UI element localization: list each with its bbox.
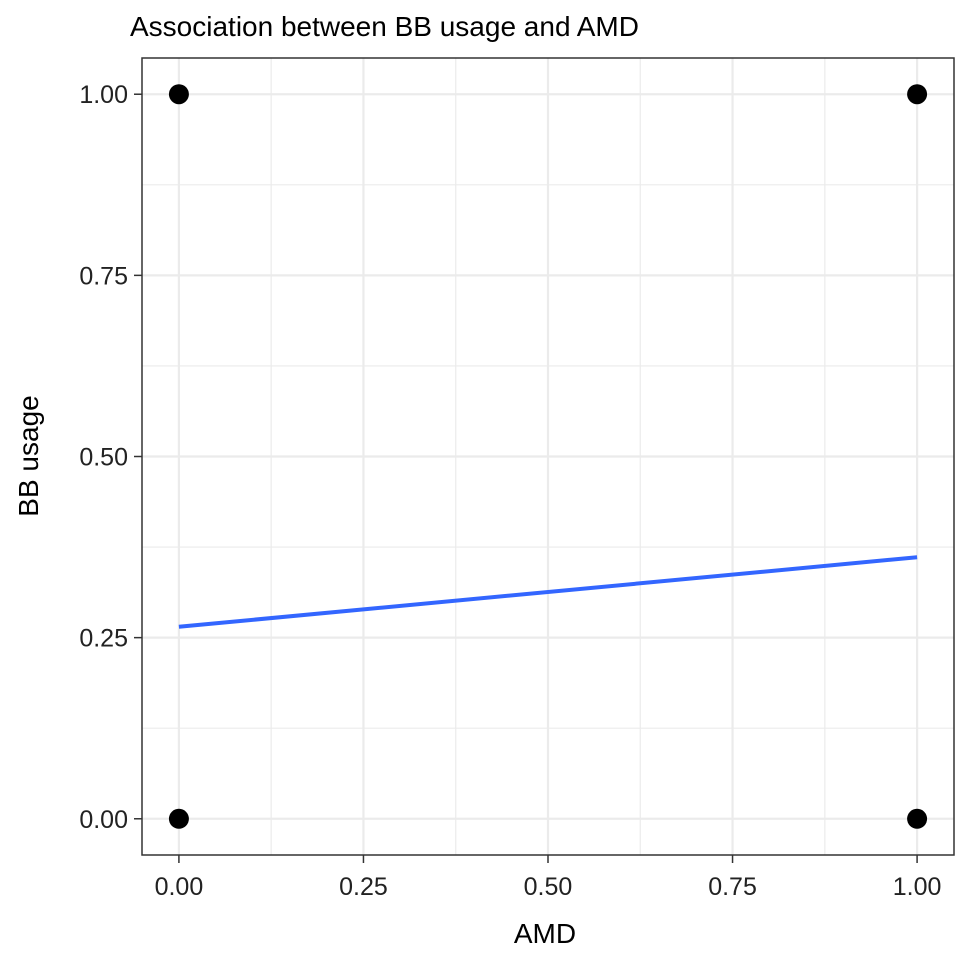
x-tick-label: 0.00 [155,873,204,901]
trend-line-group [178,555,918,629]
trend-line [178,555,918,629]
x-tick-label: 1.00 [893,873,942,901]
y-tick-label: 1.00 [79,81,128,109]
data-point [907,808,928,829]
x-tick-label: 0.50 [524,873,573,901]
x-axis-title: AMD [514,918,576,949]
y-tick-label: 0.25 [79,625,128,653]
data-points [168,84,928,829]
x-tick-label: 0.75 [708,873,757,901]
y-tick-label: 0.50 [79,444,128,472]
x-axis-ticks: 0.00 0.25 0.50 0.75 1.00 [155,855,942,901]
major-gridlines [142,58,954,855]
data-point [907,84,928,105]
y-tick-label: 0.00 [79,806,128,834]
chart-title: Association between BB usage and AMD [130,11,639,42]
x-tick-label: 0.25 [339,873,388,901]
y-axis-ticks: 0.00 0.25 0.50 0.75 1.00 [79,81,142,834]
data-point [168,84,189,105]
y-tick-label: 0.75 [79,262,128,290]
y-axis-title: BB usage [13,395,44,516]
data-point [168,808,189,829]
